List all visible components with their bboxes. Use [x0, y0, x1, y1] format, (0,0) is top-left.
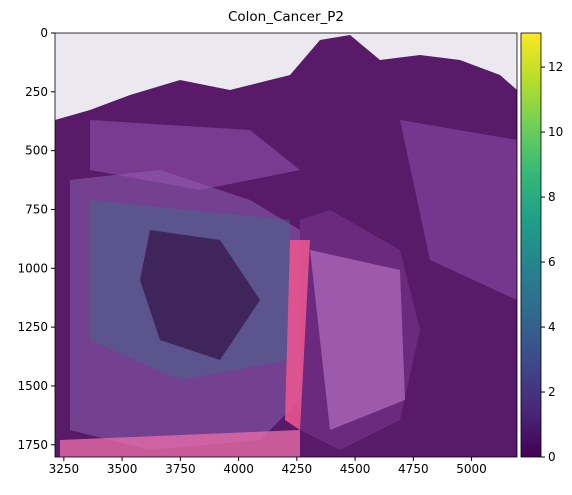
colorbar-tick-label: 10 — [548, 125, 563, 139]
x-tick-label: 4000 — [223, 462, 254, 476]
colorbar — [520, 32, 542, 458]
plot-frame — [54, 32, 518, 458]
y-tick-label: 250 — [25, 85, 48, 99]
y-tick-label: 500 — [25, 144, 48, 158]
x-tick-label: 3500 — [107, 462, 138, 476]
y-tick-label: 1250 — [17, 320, 48, 334]
colorbar-tick-label: 4 — [548, 320, 556, 334]
colorbar-tick-label: 0 — [548, 450, 556, 464]
chart-title: Colon_Cancer_P2 — [228, 9, 344, 25]
y-tick-label: 0 — [40, 26, 48, 40]
x-tick-label: 3750 — [165, 462, 196, 476]
colorbar-tick-label: 8 — [548, 190, 556, 204]
tissue-image — [55, 33, 517, 457]
y-tick-label: 1000 — [17, 261, 48, 275]
x-tick-label: 5000 — [456, 462, 487, 476]
colorbar-tick-label: 6 — [548, 255, 556, 269]
colorbar-tick-label: 12 — [548, 60, 563, 74]
y-tick-label: 750 — [25, 202, 48, 216]
y-tick-label: 1500 — [17, 379, 48, 393]
y-tick-label: 1750 — [17, 438, 48, 452]
x-tick-label: 3250 — [49, 462, 80, 476]
x-tick-label: 4750 — [398, 462, 429, 476]
colorbar-tick-label: 2 — [548, 385, 556, 399]
x-tick-label: 4250 — [282, 462, 313, 476]
x-tick-label: 4500 — [340, 462, 371, 476]
